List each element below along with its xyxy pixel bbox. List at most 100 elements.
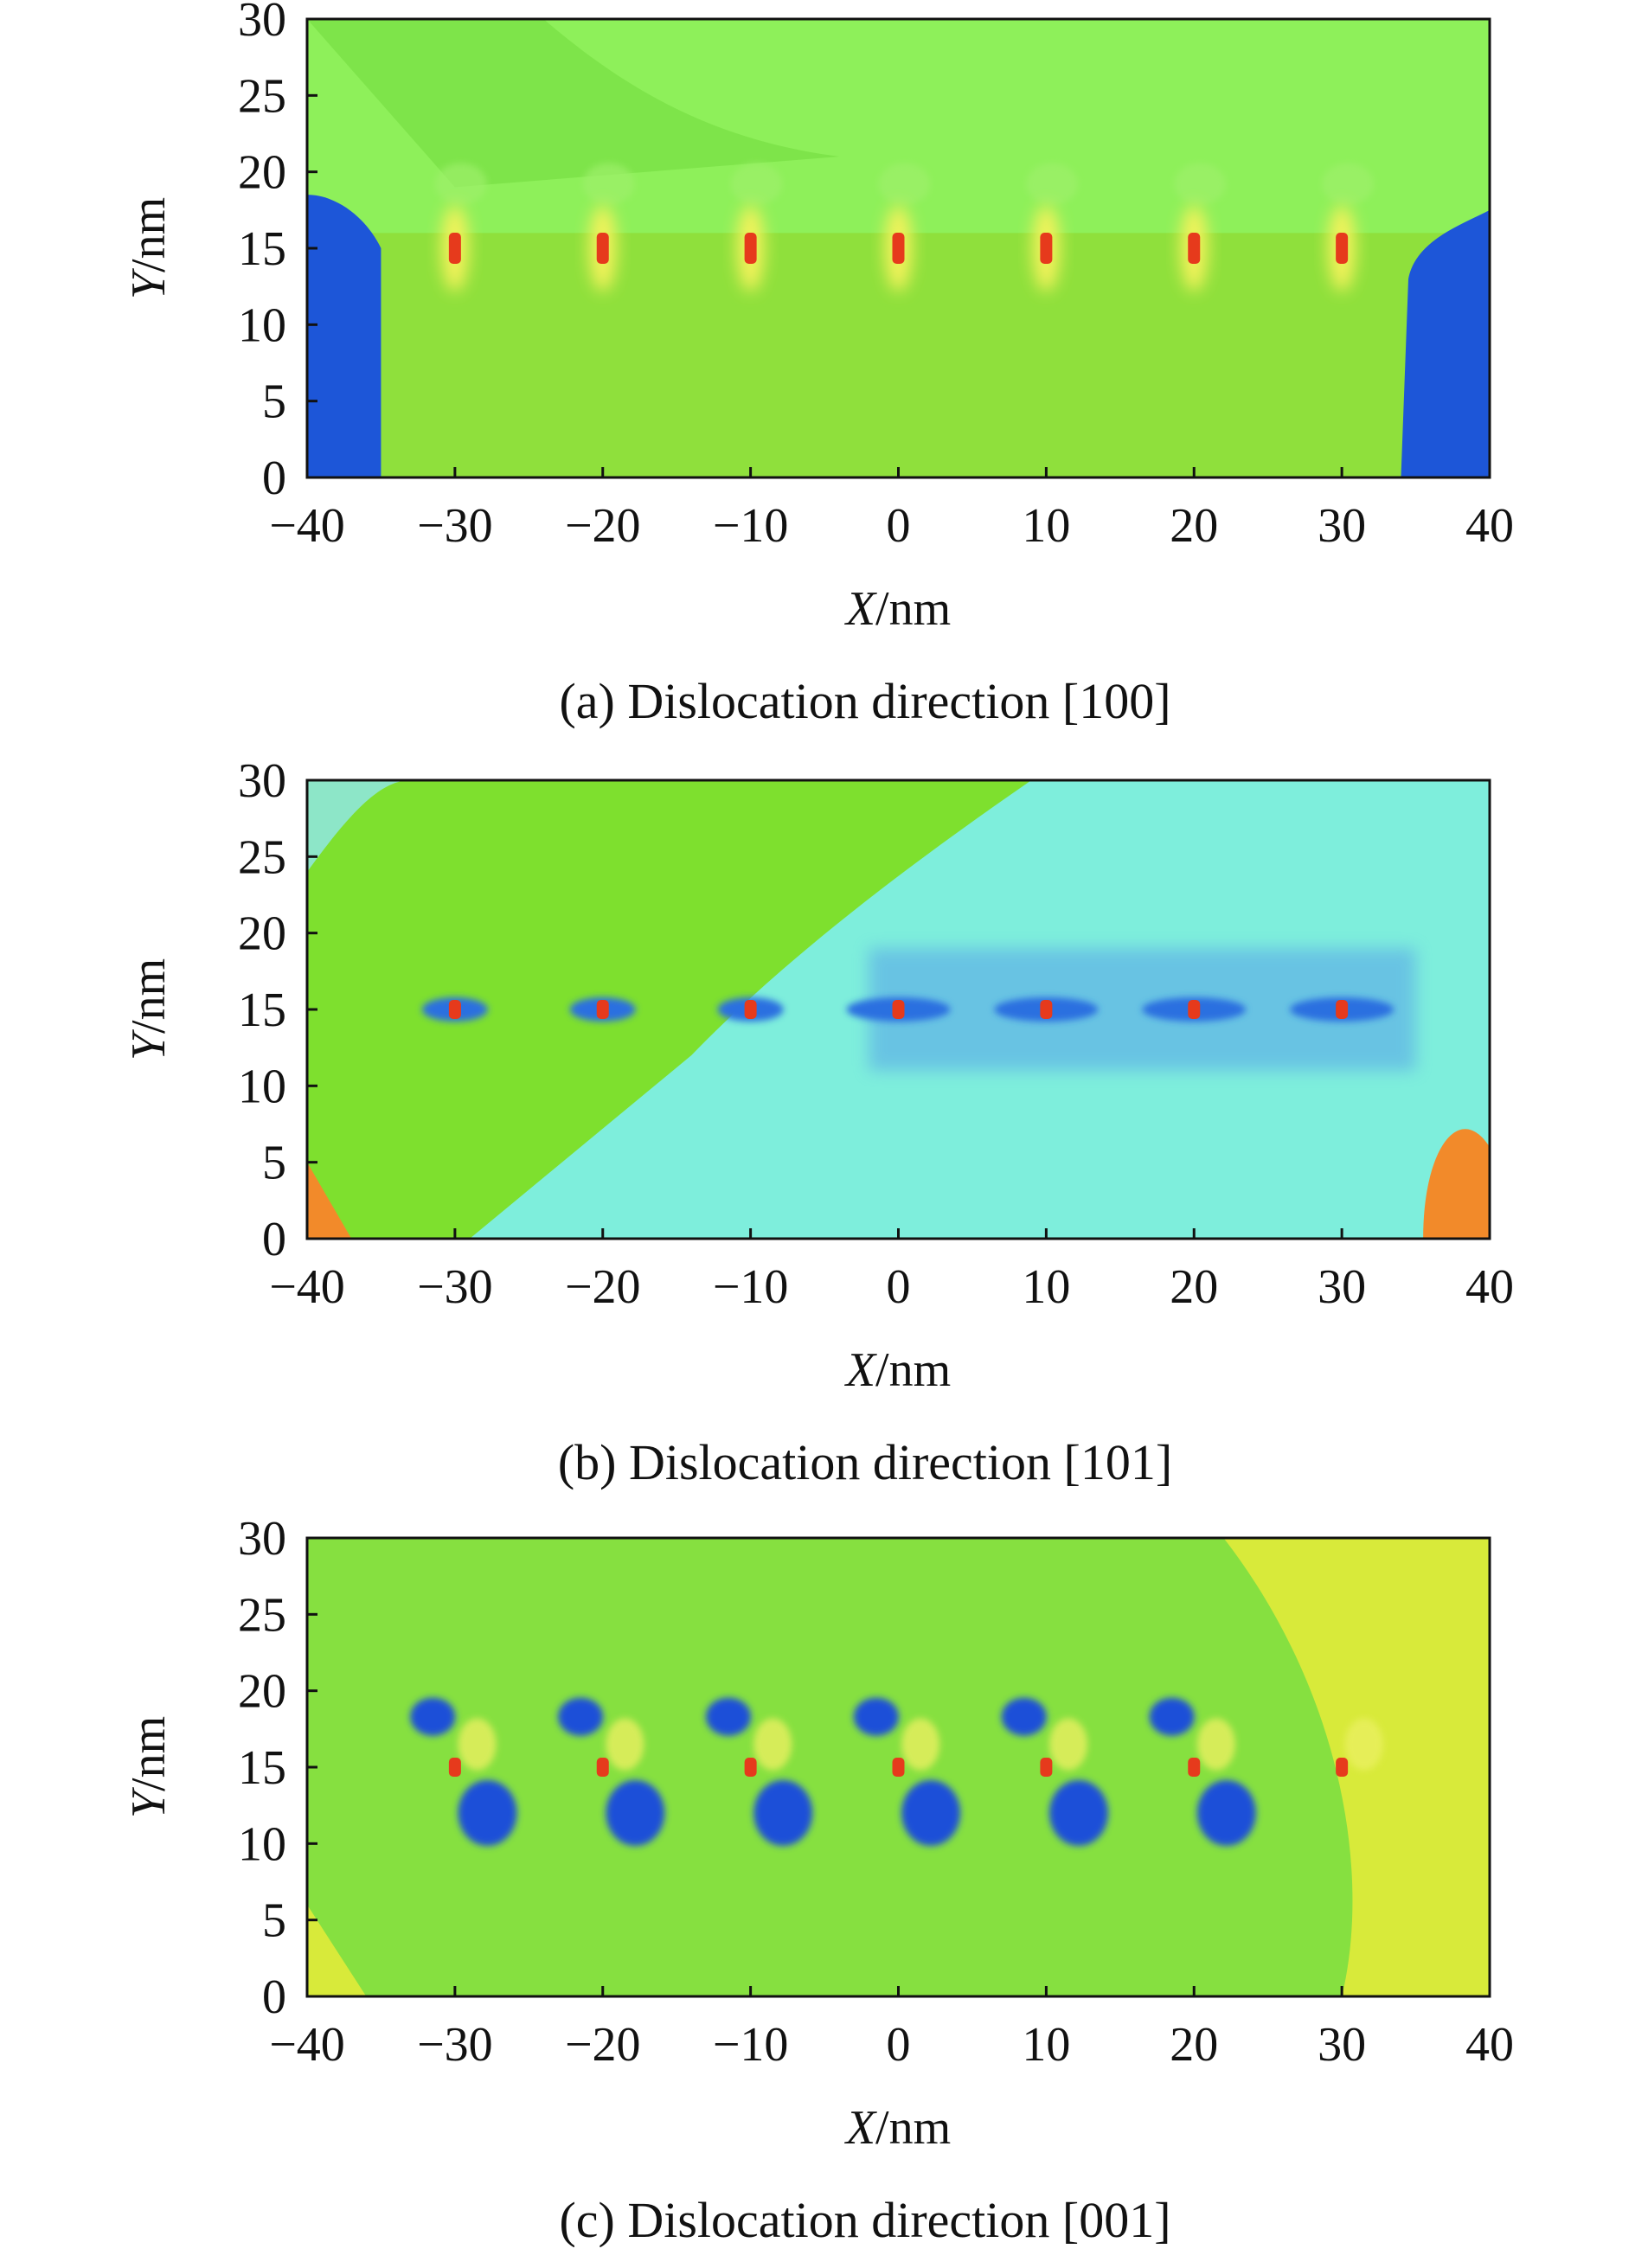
heatmap-c: −40 −30 −20 −10 0 10 20 30 40 0 5 10 15 20 25 30 X/nm Y/n… — [122, 1519, 1514, 2247]
x-tick-label: 0 — [887, 499, 911, 553]
lobe-low-1 — [606, 1780, 665, 1846]
x-tick-label: 20 — [1170, 2018, 1218, 2072]
dislocation-core-2 — [744, 1758, 757, 1777]
y-tick-label: 15 — [238, 1741, 286, 1795]
x-axis-label: X/nm — [844, 582, 951, 636]
lobe-1 — [582, 163, 635, 205]
lobe-low-0 — [458, 1780, 517, 1846]
dislocation-core-4 — [1040, 1000, 1053, 1019]
x-tick-label: −30 — [417, 2018, 493, 2072]
field-map — [307, 19, 1490, 477]
lobe-high-3 — [853, 1697, 899, 1736]
y-tick-label: 10 — [238, 1817, 286, 1871]
x-axis-label: X/nm — [844, 1343, 951, 1397]
y-tick-label: 25 — [238, 830, 286, 884]
y-tick-label: 0 — [262, 1970, 286, 2024]
panel-b: −40 −30 −20 −10 0 10 20 30 40 0 5 10 15 20 25 30 X/nm Y/n… — [0, 761, 1635, 1510]
x-tick-label: −30 — [417, 499, 493, 553]
panel-caption: (c) Dislocation direction [001] — [559, 2192, 1170, 2247]
x-tick-label: 40 — [1465, 499, 1514, 553]
upper-band — [307, 19, 840, 188]
lobe-4 — [1026, 163, 1079, 205]
x-tick-label: 30 — [1318, 499, 1366, 553]
field-map — [307, 1538, 1490, 1996]
x-tick-label: −10 — [713, 1260, 789, 1314]
x-tick-label: −20 — [565, 2018, 641, 2072]
y-tick-label: 15 — [238, 222, 286, 276]
y-axis-label: Y/nm — [122, 958, 176, 1060]
y-tick-label: 20 — [238, 1665, 286, 1719]
dislocation-core-1 — [596, 1758, 609, 1777]
y-tick-label: 10 — [238, 298, 286, 352]
x-tick-label: −20 — [565, 499, 641, 553]
x-tick-label: −40 — [269, 499, 345, 553]
x-tick-label: 20 — [1170, 499, 1218, 553]
field-map — [307, 780, 1490, 1239]
x-tick-label: −10 — [713, 2018, 789, 2072]
lobe-6 — [1321, 163, 1374, 205]
panel-a: −40 −30 −20 −10 0 10 20 30 40 0 5 10 15 20 25 30 X/nm Y/n… — [0, 0, 1635, 749]
y-tick-label: 10 — [238, 1060, 286, 1113]
y-tick-label: 5 — [262, 1894, 286, 1948]
lobe-low-4 — [1048, 1780, 1108, 1846]
lobe-0 — [434, 163, 487, 205]
lobe-5 — [1174, 163, 1227, 205]
lobe-2 — [730, 163, 783, 205]
x-tick-label: 30 — [1318, 1260, 1366, 1314]
x-tick-label: −30 — [417, 1260, 493, 1314]
left-top-strip — [307, 780, 411, 872]
left-bottom-region — [307, 1162, 352, 1239]
y-tick-label: 30 — [238, 0, 286, 47]
y-axis-label: Y/nm — [122, 197, 176, 299]
dislocation-core-2 — [744, 233, 757, 264]
dislocation-core-6 — [1336, 233, 1349, 264]
x-tick-label: 40 — [1465, 1260, 1514, 1314]
right-corner-region — [1401, 209, 1490, 477]
y-tick-label: 20 — [238, 146, 286, 200]
x-tick-label: 10 — [1022, 499, 1070, 553]
lobe-low-2 — [753, 1780, 813, 1846]
dislocation-core-1 — [596, 1000, 609, 1019]
y-tick-label: 20 — [238, 907, 286, 961]
x-tick-label: −20 — [565, 1260, 641, 1314]
dislocation-core-3 — [892, 233, 905, 264]
y-tick-label: 0 — [262, 1213, 286, 1266]
lobe-high-0 — [410, 1697, 456, 1736]
x-tick-label: −40 — [269, 1260, 345, 1314]
y-tick-label: 25 — [238, 1588, 286, 1642]
x-axis-label: X/nm — [844, 2101, 951, 2155]
dislocation-core-3 — [892, 1000, 905, 1019]
dislocation-core-5 — [1188, 1758, 1201, 1777]
panel-caption: (a) Dislocation direction [100] — [559, 673, 1170, 729]
y-tick-label: 0 — [262, 452, 286, 505]
x-tick-label: 10 — [1022, 1260, 1070, 1314]
heatmap-b: −40 −30 −20 −10 0 10 20 30 40 0 5 10 15 20 25 30 X/nm Y/n… — [122, 761, 1514, 1490]
x-tick-label: 40 — [1465, 2018, 1514, 2072]
y-tick-label: 15 — [238, 983, 286, 1037]
x-tick-label: 0 — [887, 1260, 911, 1314]
y-axis-label: Y/nm — [122, 1716, 176, 1818]
lobe-high-2 — [705, 1697, 751, 1736]
x-tick-label: −10 — [713, 499, 789, 553]
left-corner-region — [307, 195, 382, 477]
dislocation-core-2 — [744, 1000, 757, 1019]
dislocation-core-6 — [1336, 1758, 1349, 1777]
lobe-high-5 — [1149, 1697, 1195, 1736]
x-tick-label: 0 — [887, 2018, 911, 2072]
x-tick-label: −40 — [269, 2018, 345, 2072]
dislocation-core-6 — [1336, 1000, 1349, 1019]
heatmap-a: −40 −30 −20 −10 0 10 20 30 40 0 5 10 15 20 25 30 X/nm Y/n… — [122, 0, 1514, 729]
right-bottom-region — [1423, 1129, 1490, 1239]
dislocation-core-5 — [1188, 1000, 1201, 1019]
x-tick-label: 30 — [1318, 2018, 1366, 2072]
dislocation-core-0 — [448, 233, 461, 264]
lobe-3 — [878, 163, 931, 205]
y-tick-label: 30 — [238, 1519, 286, 1566]
y-tick-label: 5 — [262, 375, 286, 429]
dislocation-core-0 — [448, 1758, 461, 1777]
x-tick-label: 20 — [1170, 1260, 1218, 1314]
panel-caption: (b) Dislocation direction [101] — [558, 1434, 1172, 1490]
lobe-low-3 — [901, 1780, 961, 1846]
green-region — [307, 780, 1032, 1239]
x-tick-label: 10 — [1022, 2018, 1070, 2072]
